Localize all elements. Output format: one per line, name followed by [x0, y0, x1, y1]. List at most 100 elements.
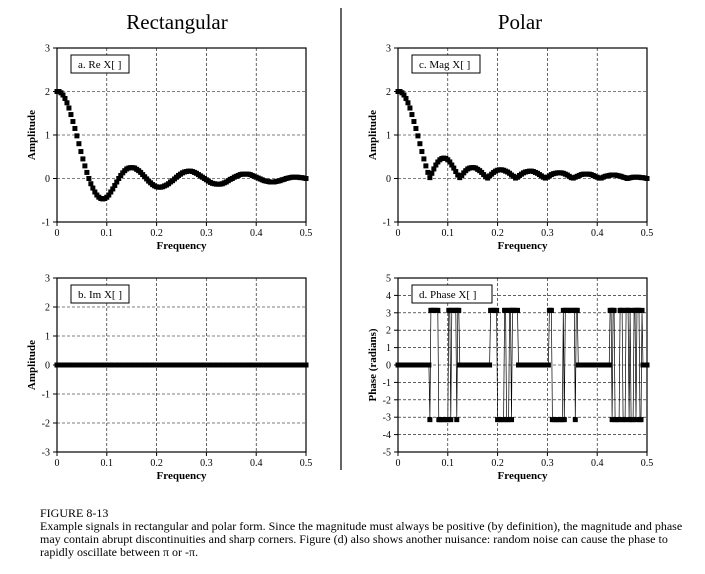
panel-label-box	[70, 284, 130, 304]
data-point	[616, 417, 622, 423]
data-point	[92, 189, 98, 195]
data-point	[124, 362, 130, 368]
y-tick-label: 1	[386, 131, 391, 142]
data-point	[591, 362, 597, 368]
data-point	[68, 112, 74, 118]
y-tick-label: -3	[383, 413, 391, 424]
data-point	[494, 307, 500, 313]
data-point	[561, 417, 567, 423]
data-point	[457, 362, 463, 368]
data-point	[88, 181, 94, 187]
x-tick-label: 0.2	[150, 458, 163, 469]
y-axis-label: Amplitude	[26, 340, 38, 390]
y-tick-label: 0	[45, 361, 50, 372]
data-point	[465, 362, 471, 368]
data-point	[149, 362, 155, 368]
data-point	[433, 162, 439, 168]
data-point	[503, 307, 509, 313]
data-point	[70, 119, 76, 125]
data-point	[445, 417, 451, 423]
data-point	[248, 362, 254, 368]
data-point	[609, 417, 615, 423]
y-tick-label: -5	[383, 448, 391, 459]
data-point	[228, 362, 234, 368]
data-point	[469, 362, 475, 368]
data-point	[583, 362, 589, 368]
data-point	[164, 362, 170, 368]
data-point	[415, 133, 421, 139]
data-point	[423, 362, 429, 368]
y-tick-label: -4	[383, 430, 391, 441]
y-tick-label: -1	[42, 218, 50, 229]
y-tick-label: 0	[386, 361, 391, 372]
data-point	[159, 362, 165, 368]
data-point	[639, 307, 645, 313]
x-tick-label: 0.3	[200, 228, 213, 239]
panel-b-im: 0 0.1 0.2 0.3 0.4 0.5 -3 -2 -1 0 1 2 3 Frequency Ampli…	[26, 274, 312, 483]
panel-label: c. Mag X[ ]	[419, 59, 470, 71]
data-point	[456, 307, 462, 313]
data-point	[118, 172, 124, 178]
data-point	[193, 362, 199, 368]
data-point	[447, 159, 453, 165]
y-tick-label: -2	[383, 395, 391, 406]
x-tick-label: 0.2	[491, 228, 504, 239]
data-point	[451, 165, 457, 171]
data-point	[144, 362, 150, 368]
y-tick-label: 2	[386, 87, 391, 98]
data-point	[399, 362, 405, 368]
data-point	[62, 95, 68, 101]
data-point	[515, 307, 521, 313]
data-point	[427, 417, 433, 423]
x-tick-label: 0.1	[442, 458, 455, 469]
x-tick-label: 0.5	[641, 458, 654, 469]
data-point	[403, 362, 409, 368]
data-point	[60, 92, 66, 98]
data-point	[89, 362, 95, 368]
data-point	[84, 169, 90, 175]
data-point	[407, 105, 413, 111]
data-point	[258, 362, 264, 368]
data-point	[572, 417, 578, 423]
data-point	[587, 362, 593, 368]
data-point	[606, 362, 612, 368]
data-point	[54, 362, 60, 368]
data-point	[303, 176, 309, 181]
data-point	[283, 362, 289, 368]
data-point	[174, 362, 180, 368]
data-point	[636, 307, 642, 313]
data-point	[106, 192, 112, 198]
data-point	[139, 362, 145, 368]
data-point	[415, 362, 421, 368]
data-point	[66, 105, 72, 111]
data-point	[423, 163, 429, 169]
figure-number: FIGURE 8-13	[40, 506, 109, 520]
y-tick-label: 1	[45, 332, 50, 343]
heading-rectangular: Rectangular	[126, 10, 227, 34]
y-tick-label: -2	[42, 419, 50, 430]
y-axis-label: Phase (radians)	[367, 328, 379, 401]
y-tick-label: 2	[45, 87, 50, 98]
data-point	[611, 307, 617, 313]
data-point	[114, 362, 120, 368]
data-point	[64, 100, 70, 106]
data-point	[401, 92, 407, 98]
data-point	[644, 362, 650, 368]
panel-d-phase: 0 0.1 0.2 0.3 0.4 0.5 -5 -4 -3 -2 -1 0 1 2 3 4 5 Frequenc…	[367, 274, 653, 483]
data-point	[80, 156, 86, 162]
y-tick-label: 0	[386, 174, 391, 185]
x-tick-label: 0.3	[200, 458, 213, 469]
heading-polar: Polar	[498, 10, 542, 34]
data-point	[425, 169, 431, 175]
data-point	[298, 362, 304, 368]
panel-label-box	[411, 54, 481, 74]
y-tick-label: 2	[45, 303, 50, 314]
data-point	[644, 176, 650, 181]
data-point	[198, 362, 204, 368]
data-point	[94, 362, 100, 368]
data-point	[99, 362, 105, 368]
data-point	[522, 362, 528, 368]
data-point	[104, 362, 110, 368]
data-point	[79, 362, 85, 368]
